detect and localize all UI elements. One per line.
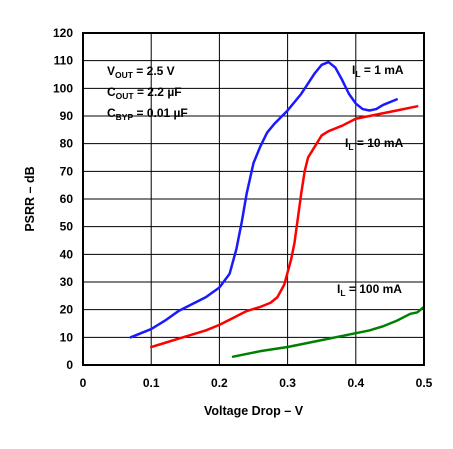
x-tick-label: 0.3: [279, 376, 296, 390]
plot-frame: [82, 32, 425, 366]
series-layer: [129, 60, 424, 358]
y-tick-label: 110: [54, 54, 74, 68]
y-tick-label: 20: [60, 303, 74, 317]
series-label-0: IL = 1 mA: [352, 63, 404, 79]
y-tick-label: 0: [66, 358, 73, 372]
x-tick-label: 0.1: [143, 376, 160, 390]
y-tick-label: 50: [60, 220, 74, 234]
axis-tick-labels: 0 10 20 30 40 50 60 70 80 90 100 110 120 0 0.1 0.2 0.3 0.…: [53, 26, 433, 390]
y-tick-label: 10: [60, 330, 74, 344]
series-line-2: [231, 304, 424, 358]
y-tick-label: 70: [60, 164, 74, 178]
condition-label: COUT = 2.2 µF: [107, 85, 182, 101]
grid-lines: [82, 32, 425, 366]
condition-label: CBYP = 0.01 µF: [107, 106, 188, 122]
series-line-1: [149, 105, 419, 349]
y-tick-label: 100: [53, 81, 73, 95]
y-tick-label: 80: [60, 137, 74, 151]
y-tick-label: 30: [60, 275, 74, 289]
y-tick-label: 60: [60, 192, 74, 206]
x-tick-label: 0: [80, 376, 87, 390]
x-axis-label: Voltage Drop – V: [204, 404, 304, 418]
y-tick-label: 90: [60, 109, 74, 123]
series-label-2: IL = 100 mA: [337, 282, 402, 298]
x-tick-label: 0.5: [416, 376, 433, 390]
x-tick-label: 0.2: [211, 376, 228, 390]
condition-label: VOUT = 2.5 V: [107, 64, 175, 80]
series-line-0: [129, 60, 398, 339]
y-tick-label: 40: [60, 247, 74, 261]
y-tick-label: 120: [53, 26, 73, 40]
series-label-1: IL = 10 mA: [345, 136, 404, 152]
x-tick-label: 0.4: [347, 376, 364, 390]
annotations: VOUT = 2.5 V COUT = 2.2 µF CBYP = 0.01 µF I…: [107, 63, 404, 298]
y-axis-label: PSRR – dB: [23, 166, 37, 231]
